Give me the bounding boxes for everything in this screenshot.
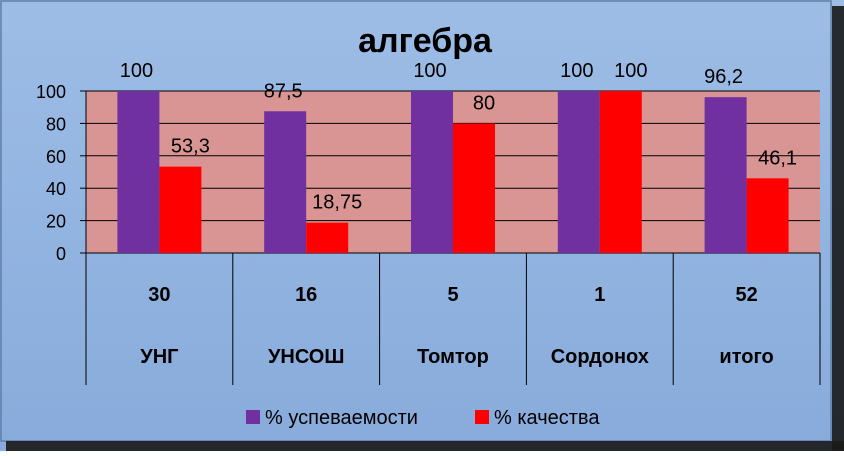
legend-label: % качества [494, 407, 600, 429]
category-count: 52 [735, 284, 757, 306]
y-tick-label: 20 [46, 212, 66, 232]
data-label: 80 [473, 92, 495, 114]
data-label: 46,1 [758, 147, 797, 169]
legend-swatch [475, 410, 489, 424]
data-label: 100 [560, 60, 593, 82]
data-label: 18,75 [312, 192, 362, 214]
chart-shadow-bottom [6, 441, 844, 451]
data-label: 87,5 [264, 80, 303, 102]
y-tick-label: 60 [46, 147, 66, 167]
y-axis-ticks: 0 20 40 60 80 100 [36, 82, 87, 264]
y-tick-label: 100 [36, 82, 66, 102]
bar-uspevaemost [557, 91, 600, 253]
category-count: 16 [295, 284, 317, 306]
category-name: УНСОШ [268, 346, 344, 368]
bar-uspevaemost [411, 91, 453, 253]
legend-label: % успеваемости [265, 407, 418, 429]
bar-uspevaemost [704, 97, 747, 253]
bar-kachestvo [306, 222, 349, 253]
legend-swatch [246, 410, 260, 424]
bar-uspevaemost [117, 91, 160, 253]
bars [117, 91, 789, 254]
data-label: 96,2 [704, 66, 743, 88]
bar-kachestvo [746, 178, 789, 253]
chart-title: алгебра [358, 22, 493, 60]
bar-kachestvo [159, 166, 202, 253]
data-label: 100 [413, 60, 446, 82]
data-label: 100 [614, 60, 647, 82]
data-labels: 100 53,3 87,5 18,75 100 80 100 100 96,2 46,1 [120, 60, 797, 214]
category-name: итого [719, 346, 773, 368]
data-label: 100 [120, 60, 153, 82]
category-count: 1 [594, 284, 605, 306]
category-name: Томтор [417, 346, 489, 368]
bar-kachestvo [599, 91, 642, 253]
legend: % успеваемости % качества [246, 407, 600, 429]
category-count: 5 [447, 284, 458, 306]
chart-shadow-right [832, 6, 844, 451]
category-name: УНГ [140, 346, 178, 368]
y-tick-label: 40 [46, 179, 66, 199]
bar-kachestvo [453, 123, 495, 254]
bar-uspevaemost [264, 111, 307, 253]
category-name: Сордонох [551, 346, 649, 368]
y-tick-label: 0 [56, 244, 66, 264]
y-tick-label: 80 [46, 114, 66, 134]
category-count: 30 [148, 284, 170, 306]
data-label: 53,3 [171, 136, 210, 158]
category-table: 30 УНГ 16 УНСОШ 5 Томтор 1 Сордонох 52 итого [85, 253, 821, 385]
